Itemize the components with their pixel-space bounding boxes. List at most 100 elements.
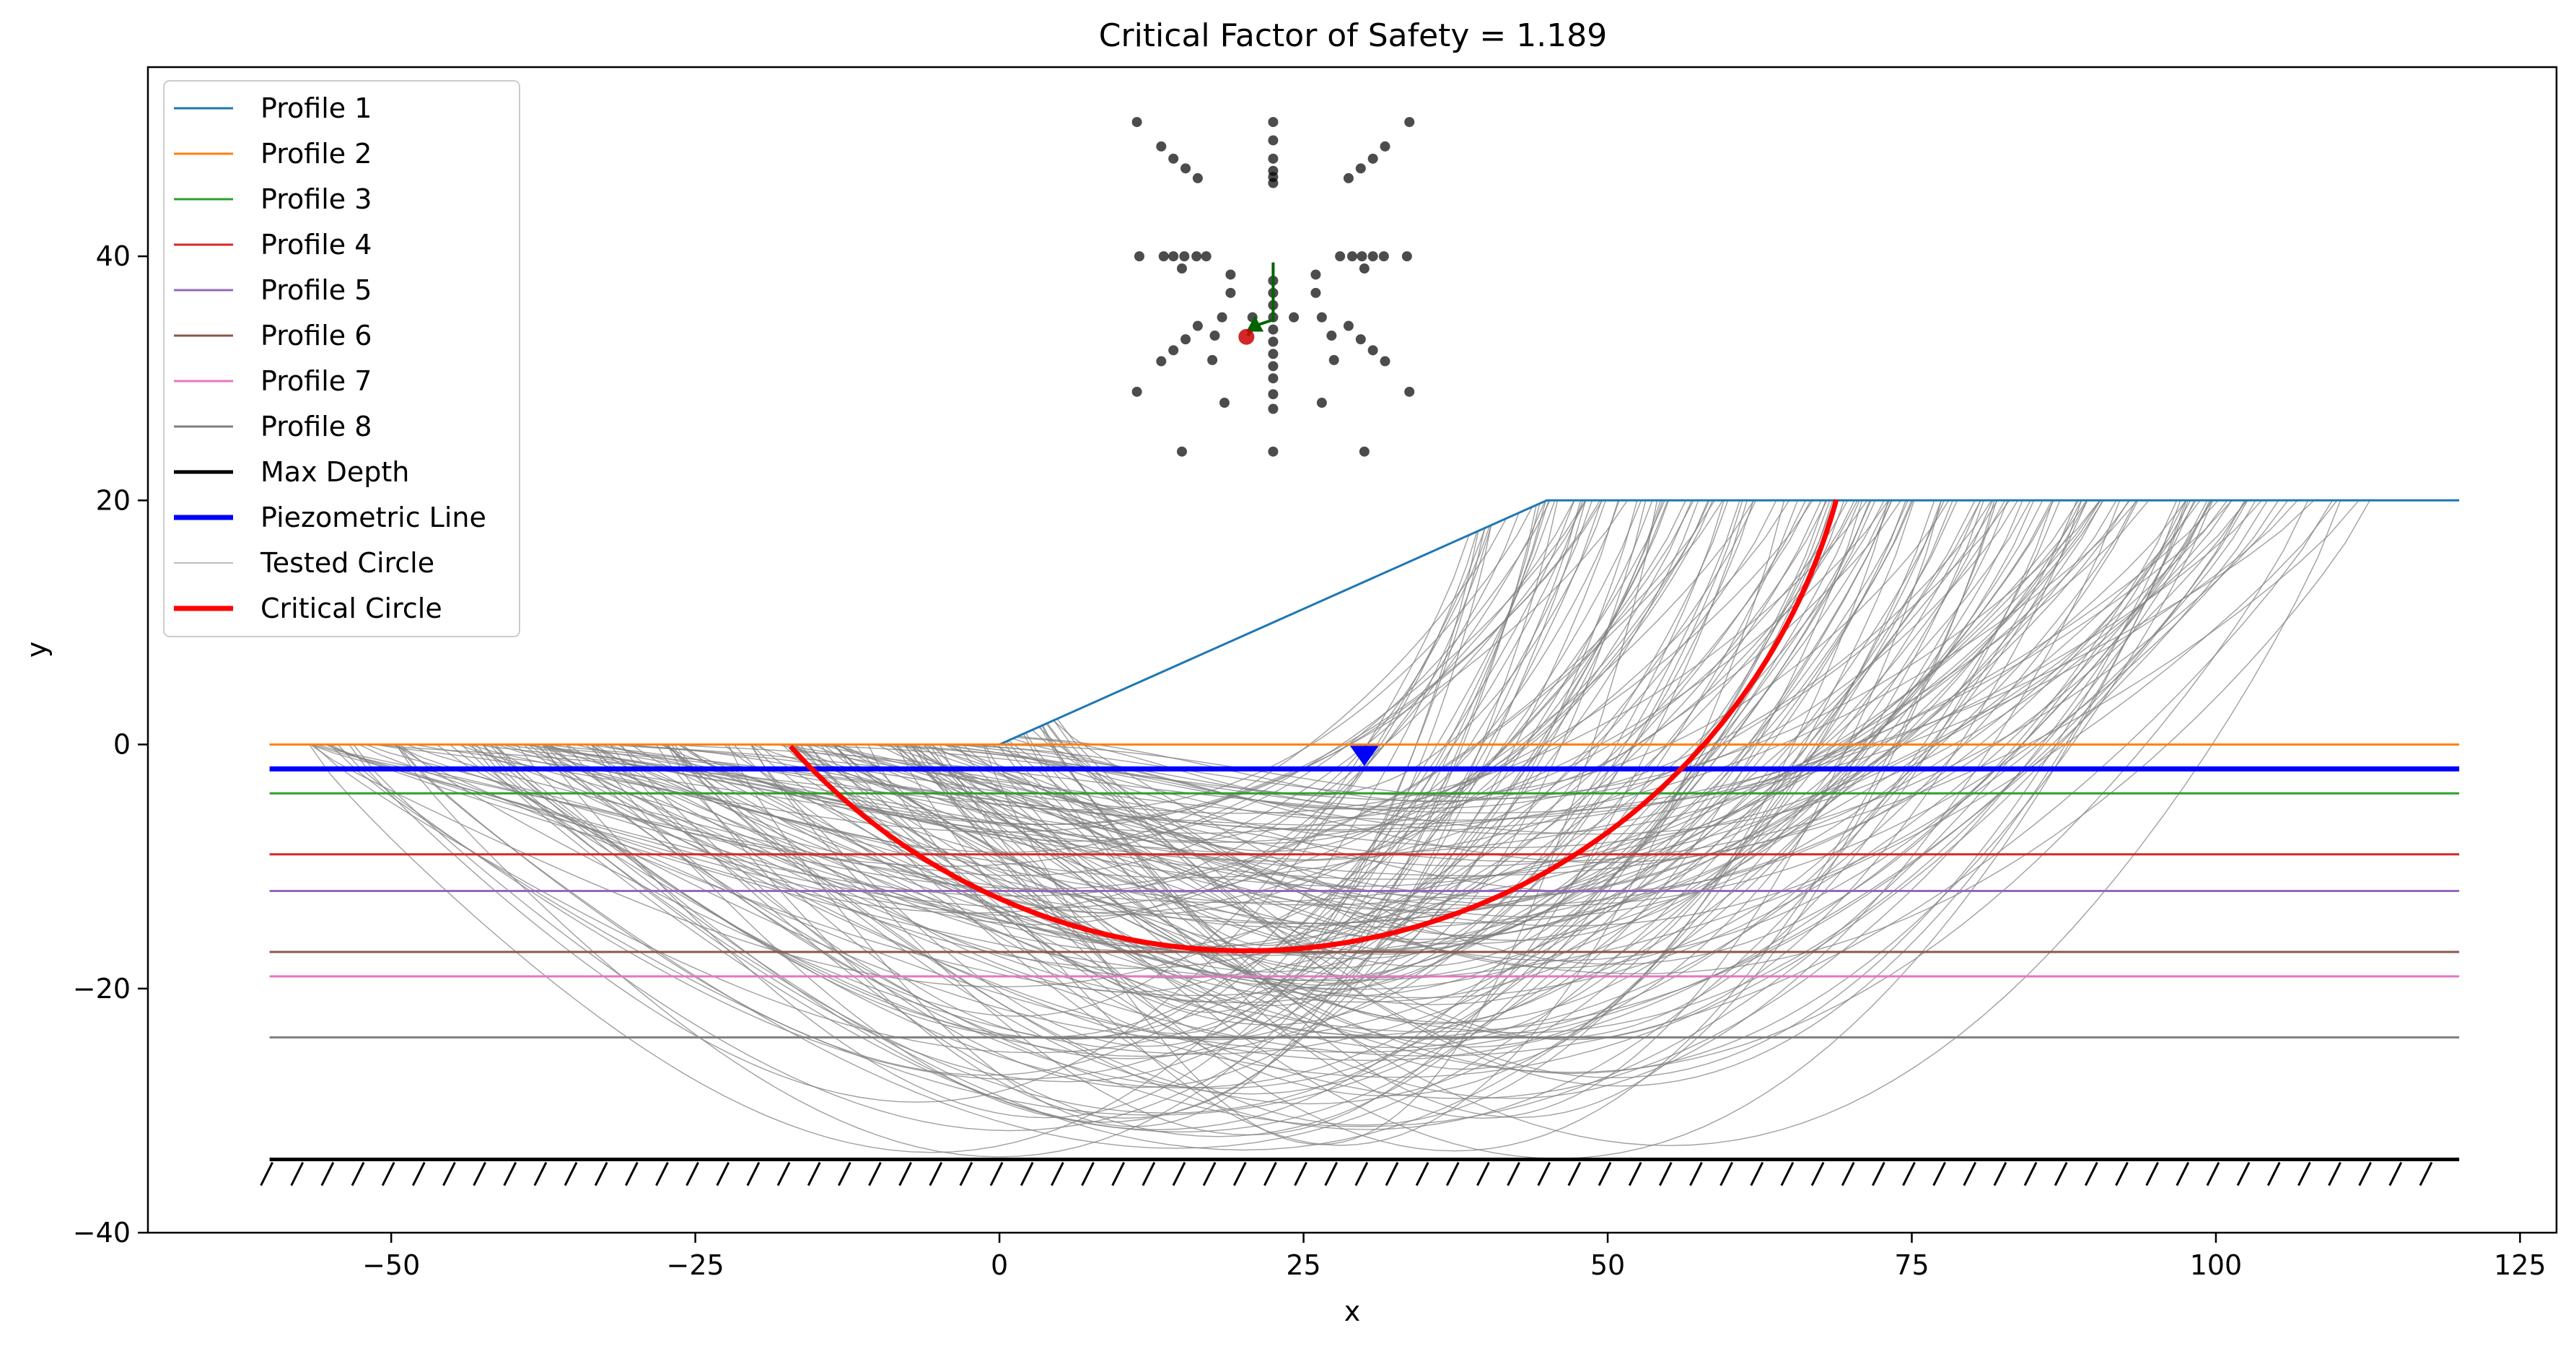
max-depth-hatch <box>1263 1161 1277 1187</box>
tested-circle <box>349 528 1486 1103</box>
search-grid-point <box>1310 287 1321 298</box>
critical-center-point <box>1238 328 1255 345</box>
max-depth-hatch <box>1020 1161 1034 1187</box>
tested-circle <box>1056 500 2082 1041</box>
tested-circle <box>590 500 1619 1123</box>
legend-entry: Profile 2 <box>174 138 372 170</box>
tested-circle <box>841 499 2103 924</box>
search-grid-point <box>1217 312 1227 323</box>
tested-circle <box>375 499 1628 833</box>
legend-label: Piezometric Line <box>260 502 486 533</box>
search-grid-point <box>1268 446 1279 457</box>
tested-circle <box>628 507 1533 810</box>
axes-frame <box>146 66 2558 1234</box>
max-depth-hatch <box>746 1161 761 1187</box>
legend-entry: Profile 1 <box>174 92 372 124</box>
tested-circle <box>864 499 1992 809</box>
max-depth-hatch <box>2206 1161 2220 1187</box>
max-depth-hatch <box>2145 1161 2160 1187</box>
max-depth-hatch <box>1963 1161 1977 1187</box>
search-grid-point <box>1268 373 1279 384</box>
tested-circle <box>989 499 2018 800</box>
max-depth-hatch <box>503 1161 517 1187</box>
tested-circle <box>610 499 1868 814</box>
legend-entry: Profile 8 <box>174 411 372 442</box>
max-depth-hatch <box>411 1161 426 1187</box>
search-grid-point <box>1268 153 1279 164</box>
max-depth-hatch <box>1872 1161 1885 1187</box>
search-grid-point <box>1378 251 1389 262</box>
search-grid-point <box>1168 345 1179 356</box>
legend-box <box>163 80 520 637</box>
tested-circle <box>399 499 2006 1055</box>
search-grid-point <box>1310 269 1321 280</box>
max-depth-hatch <box>807 1161 821 1187</box>
search-grid-point <box>1179 251 1190 262</box>
legend: Profile 1 Profile 2 Profile 3 Profile 4 Prof… <box>163 80 520 637</box>
tested-circle <box>1042 500 1995 1119</box>
tested-circle <box>1017 499 1855 803</box>
search-grid-point <box>1359 263 1370 274</box>
legend-label: Profile 1 <box>260 92 372 124</box>
max-depth-hatch <box>1507 1161 1520 1187</box>
max-depth-hatch <box>2115 1161 2129 1187</box>
legend-label: Profile 8 <box>260 411 372 442</box>
search-grid-point <box>1316 312 1327 323</box>
tested-circle <box>1032 500 1906 937</box>
legend-entry: Profile 4 <box>174 229 372 261</box>
tested-circle <box>831 499 2211 1033</box>
max-depth-hatch <box>2419 1161 2433 1187</box>
x-tick-label: 75 <box>1894 1249 1929 1281</box>
max-depth <box>260 1158 2460 1187</box>
tested-circle <box>681 499 2043 1003</box>
search-grid-point <box>1192 172 1203 183</box>
max-depth-hatch <box>1445 1161 1460 1187</box>
tested-circle <box>537 499 2186 1127</box>
tested-circle <box>461 500 1822 1057</box>
max-depth-hatch <box>473 1161 486 1187</box>
tested-circle <box>834 499 2117 899</box>
tested-circle <box>618 499 2248 1033</box>
max-depth-hatch <box>1567 1161 1582 1187</box>
search-grid-point <box>1359 446 1370 457</box>
search-grid-point <box>1225 269 1236 280</box>
search-grid-point <box>1207 354 1218 365</box>
tested-circle <box>543 500 1893 1089</box>
tested-circle <box>542 499 2010 862</box>
tested-circle <box>1015 500 1606 796</box>
search-grid-point <box>1219 398 1230 408</box>
tested-circle <box>1007 500 2023 941</box>
tested-circle <box>574 499 2360 877</box>
legend-entry: Critical Circle <box>174 593 442 624</box>
tested-circle <box>469 499 1902 879</box>
search-grid-point <box>1268 361 1279 372</box>
search-grid-point <box>1209 331 1220 341</box>
tested-circle <box>1012 499 2196 863</box>
search-grid-point <box>1268 135 1279 146</box>
y-axis-label: y <box>21 642 53 658</box>
search-grid-point <box>1201 251 1212 262</box>
max-depth-hatch <box>1658 1161 1673 1187</box>
tested-circle <box>806 500 1729 973</box>
y-tick-label: 20 <box>96 484 131 516</box>
tested-circle <box>750 500 1981 1036</box>
max-depth-hatch <box>1628 1161 1642 1187</box>
y-tick-label: −20 <box>73 973 131 1005</box>
search-grid-point <box>1404 117 1415 128</box>
search-grid-point <box>1176 446 1187 457</box>
max-depth-hatch <box>2176 1161 2190 1187</box>
x-tick-label: 0 <box>991 1249 1008 1281</box>
legend-label: Max Depth <box>260 456 409 488</box>
x-tick-label: −25 <box>667 1249 724 1281</box>
max-depth-hatch <box>1810 1161 1825 1187</box>
tested-circle <box>545 499 2138 831</box>
tested-circle <box>876 499 2256 927</box>
search-grid-point <box>1355 334 1366 345</box>
max-depth-hatch <box>1780 1161 1795 1187</box>
search-grid-point <box>1367 153 1378 164</box>
search-grid-point <box>1343 320 1354 331</box>
tested-circle <box>329 499 1976 1116</box>
max-depth-hatch <box>2266 1161 2281 1187</box>
legend-label: Tested Circle <box>260 547 434 579</box>
tested-circle <box>584 499 1891 1004</box>
